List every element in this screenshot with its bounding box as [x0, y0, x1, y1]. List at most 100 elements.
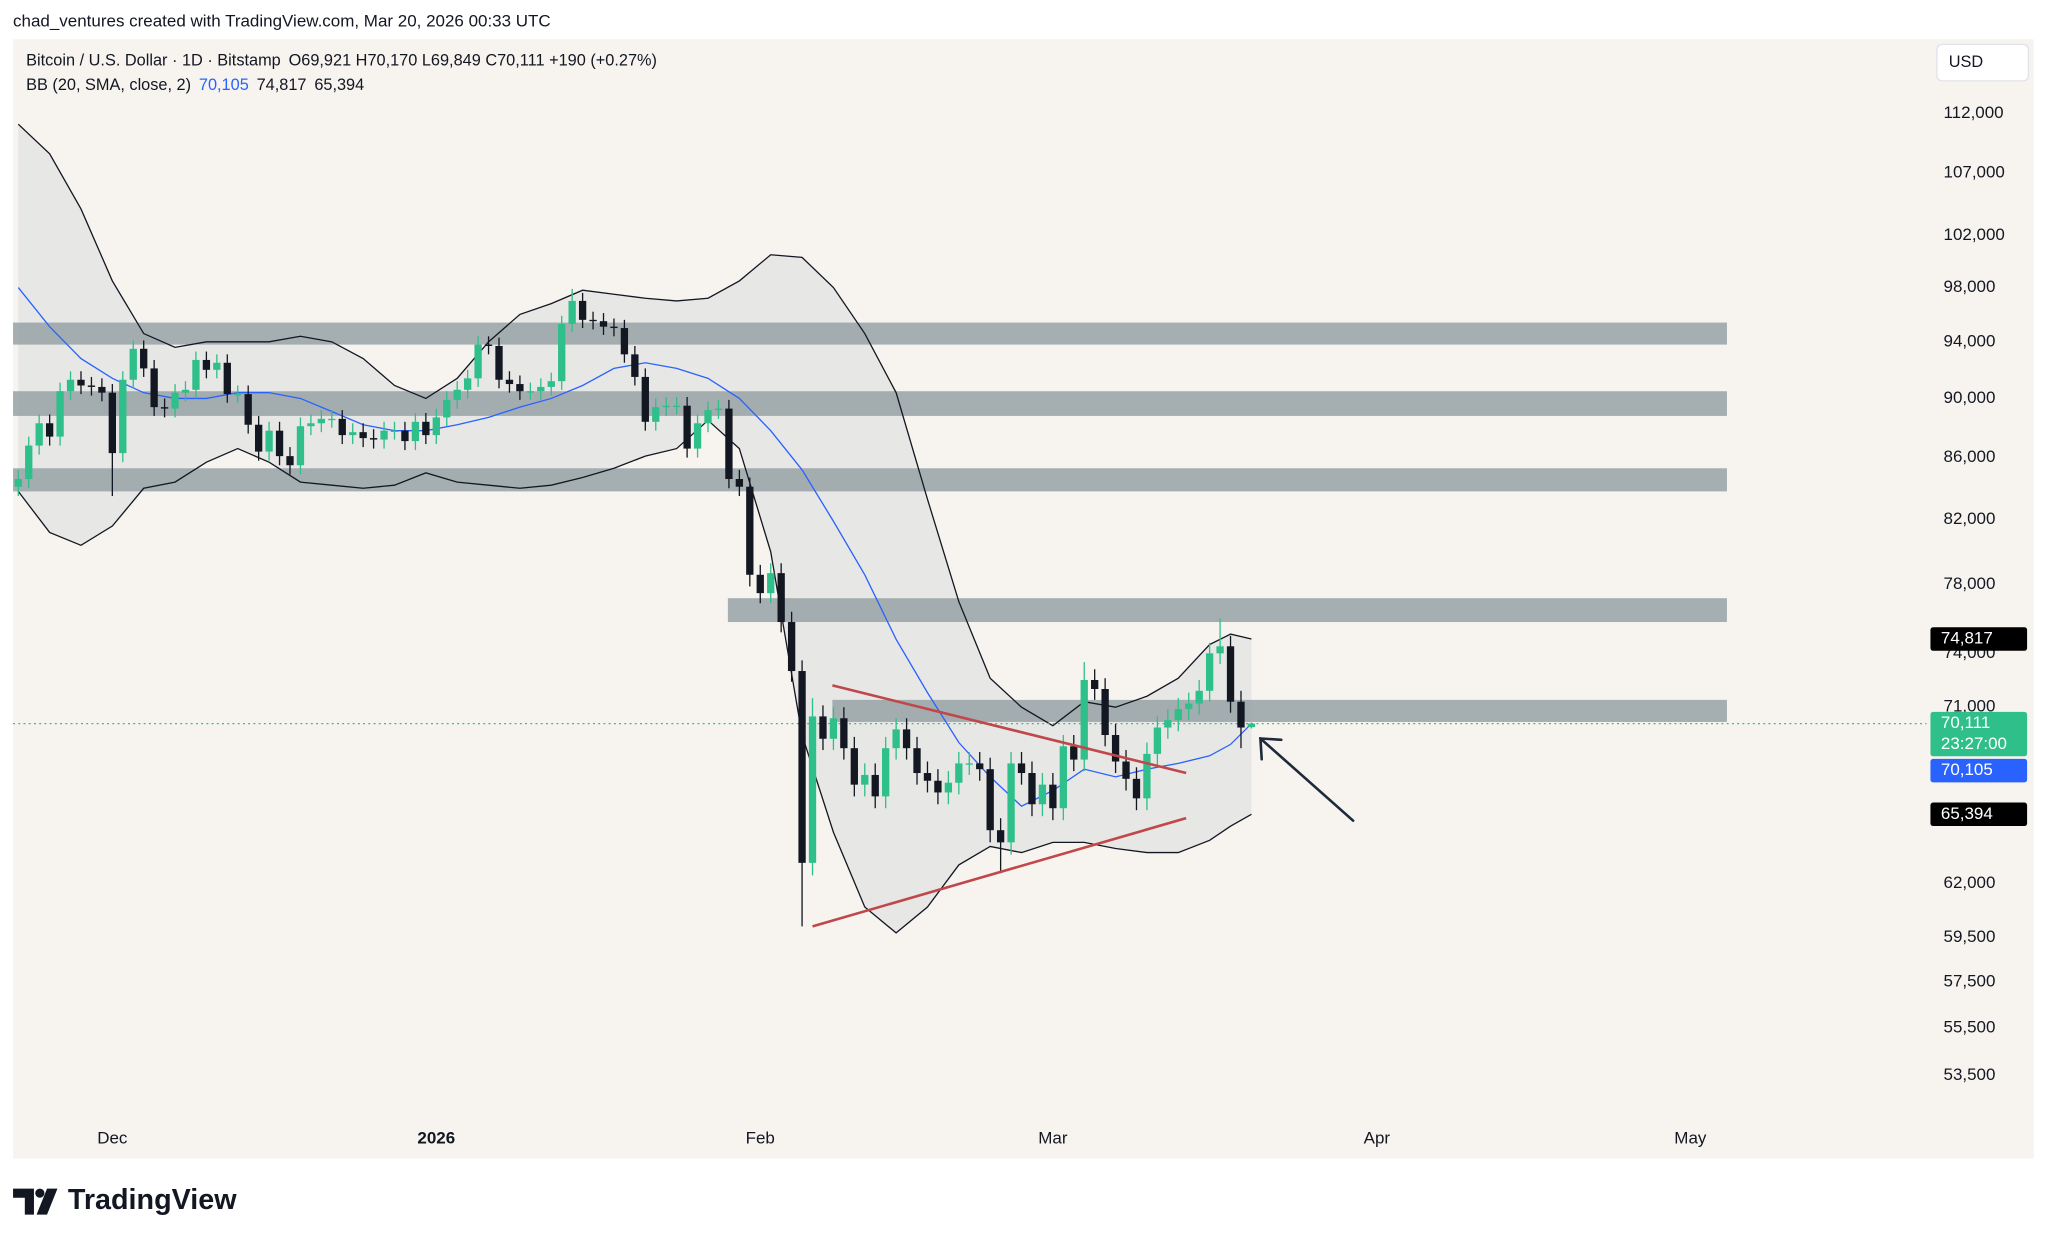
candle-body: [443, 399, 451, 418]
candle-body: [1164, 720, 1172, 728]
x-tick-label: 2026: [417, 1129, 455, 1148]
candle-body: [537, 386, 545, 392]
symbol-title: Bitcoin / U.S. Dollar · 1D · Bitstamp: [26, 52, 281, 70]
y-tick-label: 71,000: [1944, 697, 1996, 716]
candle-body: [35, 423, 43, 446]
candle-body: [652, 407, 660, 422]
candle-body: [181, 389, 190, 393]
candle-body: [317, 418, 326, 424]
resistance-zone: [13, 468, 1727, 492]
candle-body: [1153, 727, 1162, 754]
bb-lower-value: 65,394: [314, 76, 364, 94]
brand-logo: [13, 1188, 58, 1215]
candle-body: [767, 573, 775, 594]
badge-layer: 74,817 70,111 23:27:00 70,105 65,394: [1930, 627, 2028, 827]
candle-body: [119, 379, 127, 454]
candle-body: [422, 421, 430, 436]
candle-body: [286, 456, 294, 466]
candle-body: [213, 362, 221, 370]
candle-body: [108, 392, 116, 454]
candle-body: [265, 430, 273, 452]
candle-body: [829, 718, 838, 739]
candle-body: [1226, 646, 1235, 702]
candle-body: [369, 438, 378, 440]
candle-body: [871, 774, 879, 797]
candle-body: [1132, 778, 1141, 799]
candle-body: [1143, 753, 1151, 799]
y-tick-label: 112,000: [1944, 103, 2004, 122]
axis-layer: 112,000 107,000 102,000 98,000 94,000 90,000 8…: [97, 103, 2005, 1147]
candle-body: [704, 410, 712, 424]
candle-body: [244, 394, 252, 425]
last-price-label: 70,111: [1941, 713, 1990, 732]
candle-body: [484, 344, 493, 346]
candle-body: [328, 418, 336, 421]
resistance-zone: [13, 391, 1727, 416]
bollinger-fill: [18, 124, 1252, 933]
candle-body: [735, 479, 744, 487]
y-tick-label: 86,000: [1944, 447, 1996, 466]
candle-body: [558, 323, 566, 382]
candle-body: [673, 405, 681, 408]
y-tick-label: 59,500: [1944, 927, 1996, 946]
candle-body: [171, 392, 179, 409]
candle-body: [1007, 763, 1015, 843]
candle-body: [840, 718, 848, 749]
candle-body: [1111, 735, 1120, 762]
candle-body: [902, 729, 911, 749]
candle-body: [1185, 703, 1193, 710]
currency-label[interactable]: USD: [1949, 53, 1983, 71]
bb-middle-value: 70,105: [199, 76, 249, 94]
candle-body: [861, 774, 869, 785]
candle-body: [1070, 746, 1078, 760]
attribution: chad_ventures created with TradingView.c…: [13, 12, 551, 31]
candle-body: [401, 430, 409, 442]
candle-body: [725, 408, 733, 480]
candle-body: [474, 344, 482, 379]
zone-layer: [13, 322, 1727, 722]
candle-body: [693, 423, 702, 449]
candle-body: [380, 430, 388, 440]
candle-body: [1017, 763, 1026, 774]
candle-body: [986, 769, 994, 831]
indicator-name[interactable]: BB (20, SMA, close, 2): [26, 76, 191, 94]
candle-body: [996, 830, 1005, 843]
candle-body: [934, 780, 942, 793]
candle-body: [1101, 688, 1109, 736]
candle-body: [1205, 653, 1214, 691]
y-tick-label: 102,000: [1944, 225, 2005, 244]
candle-body: [882, 748, 890, 797]
candle-body: [976, 763, 984, 770]
x-tick-label: May: [1674, 1129, 1707, 1148]
candle-body: [77, 379, 85, 386]
y-tick-label: 57,500: [1944, 971, 1996, 990]
bb-lower-badge: [1930, 802, 2028, 827]
y-tick-label: 98,000: [1944, 277, 1996, 296]
candle-body: [1059, 746, 1067, 809]
candle-body: [1080, 679, 1088, 760]
y-tick-label: 90,000: [1944, 388, 1996, 407]
bollinger-lower: [17, 419, 1252, 934]
candle-body: [714, 408, 723, 411]
candle-layer: [14, 288, 1256, 927]
arrow-head: [1259, 737, 1283, 761]
countdown-label: 23:27:00: [1941, 734, 2007, 753]
candle-body: [631, 354, 639, 377]
candle-body: [777, 573, 785, 623]
y-tick-label: 53,500: [1944, 1065, 1996, 1084]
x-tick-label: Dec: [97, 1129, 128, 1148]
candle-body: [808, 716, 817, 863]
candle-body: [192, 359, 200, 390]
candle-body: [150, 368, 158, 408]
bb-upper-badge: [1930, 627, 2028, 651]
candle-body: [1216, 646, 1224, 654]
candle-body: [599, 321, 608, 327]
candle-body: [1091, 679, 1099, 689]
candle-body: [25, 445, 33, 480]
candle-body: [516, 384, 524, 392]
ohlc-legend: O69,921 H70,170 L69,849 C70,111 +190 (+0…: [289, 52, 657, 70]
candle-body: [965, 763, 973, 765]
currency-button[interactable]: [1936, 43, 2030, 82]
y-tick-label: 78,000: [1944, 574, 1996, 593]
bb-lower-badge-label: 65,394: [1941, 804, 1993, 823]
